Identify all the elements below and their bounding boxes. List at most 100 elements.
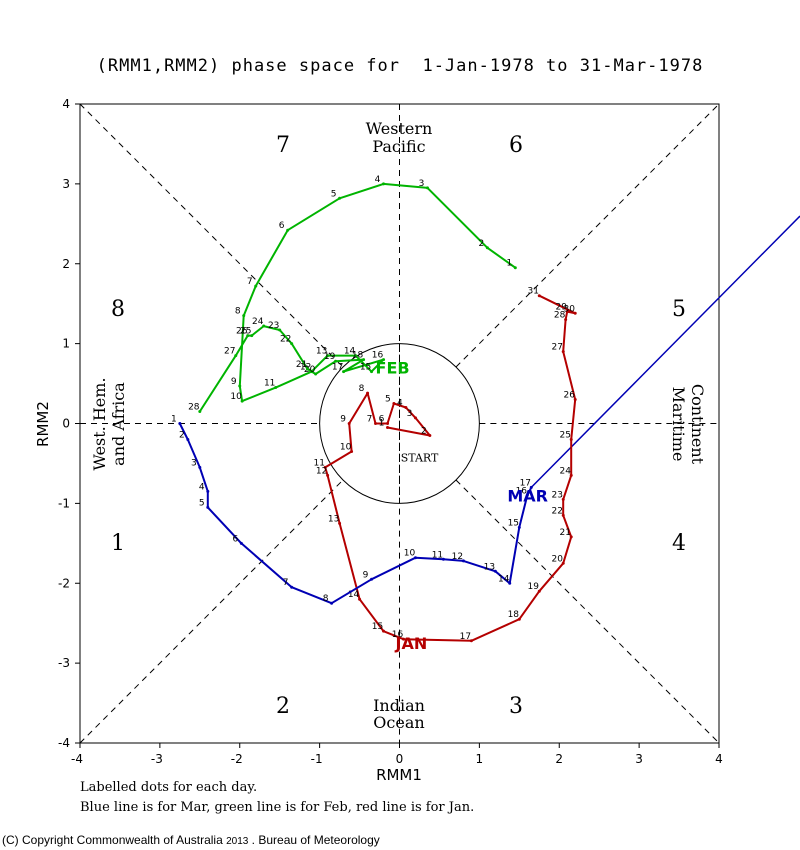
feb-day-label: 17: [332, 363, 343, 373]
jan-day-dot: [338, 521, 342, 525]
x-tick-label: -2: [231, 752, 243, 766]
mar-day-label: 6: [232, 534, 238, 544]
x-tick-label: 0: [396, 752, 404, 766]
jan-day-dot: [366, 391, 370, 395]
jan-day-dot: [386, 422, 390, 425]
region-label-maritime: Maritime: [669, 387, 688, 462]
jan-day-dot: [401, 637, 405, 641]
mar-day-dot: [441, 557, 445, 561]
jan-day-label: 3: [407, 409, 413, 419]
jan-day-dot: [428, 433, 432, 437]
mar-day-label: 15: [508, 518, 519, 528]
mar-day-dot: [239, 541, 243, 545]
feb-line: [198, 182, 516, 413]
y-tick-label: 2: [62, 257, 70, 271]
feb-day-dot: [246, 334, 250, 338]
mar-day-dot: [529, 485, 533, 489]
mar-day-label: 4: [199, 482, 205, 492]
phase-number-8: 8: [111, 297, 125, 322]
feb-day-dot: [338, 196, 342, 200]
guide-diagonal-top-right: [455, 103, 720, 368]
feb-day-dot: [274, 386, 278, 390]
feb-day-label: 2: [478, 239, 484, 249]
guide-diagonal-bottom-left: [79, 479, 344, 744]
mar-day-dot: [525, 493, 529, 497]
feb-day-dot: [234, 354, 238, 358]
start-label: START: [401, 451, 439, 464]
feb-day-label: 28: [188, 403, 200, 413]
jan-month-label: JAN: [395, 634, 428, 653]
phase-number-5: 5: [672, 297, 686, 322]
x-tick-label: -4: [71, 752, 83, 766]
jan-day-label: 30: [563, 304, 575, 314]
mar-day-label: 3: [191, 458, 197, 468]
y-tick-label: 1: [62, 337, 70, 351]
feb-day-label: 10: [230, 392, 242, 402]
feb-day-label: 13: [316, 347, 327, 357]
x-tick-label: -3: [151, 752, 163, 766]
jan-day-label: 9: [340, 415, 346, 425]
jan-day-label: 25: [560, 430, 571, 440]
feb-day-dot: [306, 367, 310, 371]
mar-day-dot: [330, 601, 334, 605]
copyright-notice: (C) Copyright Commonwealth of Australia …: [2, 833, 380, 847]
feb-day-dot: [254, 284, 258, 288]
jan-day-label: 13: [328, 514, 339, 524]
feb-day-dot: [286, 228, 290, 232]
feb-day-label: 3: [419, 179, 425, 189]
mar-day-dot: [508, 581, 512, 585]
phase-number-4: 4: [672, 531, 686, 556]
feb-day-dot: [198, 410, 202, 414]
mar-day-dot: [178, 422, 182, 425]
jan-day-label: 17: [460, 632, 471, 642]
region-label-continent: Continent: [688, 384, 707, 465]
mar-day-label: 7: [283, 578, 289, 588]
feb-day-dot: [290, 342, 294, 346]
jan-day-dot: [374, 422, 378, 425]
mar-day-dot: [290, 585, 294, 589]
region-label-western: Western: [366, 119, 433, 138]
mar-day-label: 8: [323, 594, 329, 604]
mar-day-label: 2: [179, 430, 185, 440]
phase-number-6: 6: [509, 133, 523, 158]
legend-note-daily-dots: Labelled dots for each day.: [80, 780, 258, 795]
y-tick-label: -4: [58, 736, 70, 750]
mar-day-label: 12: [452, 552, 463, 562]
region-label-pacific: Pacific: [372, 137, 425, 156]
mar-day-label: 9: [363, 570, 369, 580]
jan-day-dot: [561, 513, 565, 517]
mar-day-label: 13: [484, 562, 495, 572]
jan-day-dot: [569, 437, 573, 441]
feb-day-label: 14: [344, 347, 356, 357]
jan-day-label: 23: [552, 490, 563, 500]
feb-day-label: 9: [231, 377, 237, 387]
mar-day-label: 10: [404, 549, 416, 559]
jan-day-dot: [573, 311, 577, 315]
jan-day-dot: [564, 318, 568, 322]
jan-day-dot: [561, 561, 565, 565]
feb-day-label: 15: [360, 363, 371, 373]
jan-day-dot: [517, 617, 521, 621]
mar-month-label: MAR: [507, 486, 548, 505]
jan-day-dot: [413, 416, 417, 420]
jan-day-dot: [386, 425, 390, 429]
mar-day-dot: [493, 569, 497, 573]
jan-day-label: 7: [367, 415, 373, 425]
jan-day-label: 2: [421, 426, 427, 436]
jan-day-label: 1: [379, 418, 385, 428]
y-tick-label: 4: [62, 97, 70, 111]
jan-day-dot: [573, 398, 577, 402]
mar-day-label: 14: [498, 574, 510, 584]
feb-day-dot: [262, 324, 266, 328]
feb-month-label: FEB: [376, 359, 410, 378]
jan-day-label: 10: [340, 442, 352, 452]
jan-day-label: 16: [392, 630, 404, 640]
y-axis-label: RMM2: [34, 401, 52, 447]
feb-day-label: 4: [375, 175, 381, 185]
jan-day-dot: [326, 473, 330, 477]
mar-day-dot: [413, 556, 417, 560]
jan-day-dot: [469, 639, 473, 643]
y-tick-label: 3: [62, 177, 70, 191]
